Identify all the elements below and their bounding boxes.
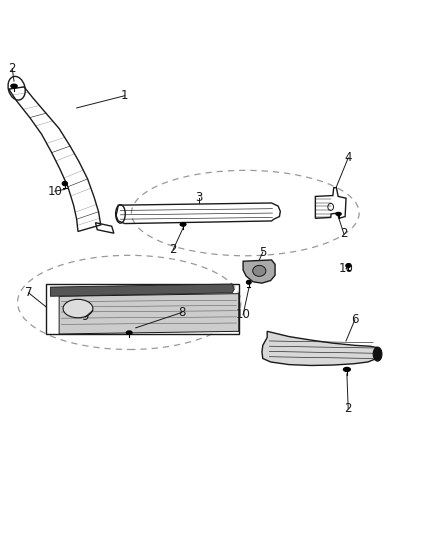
Text: 3: 3 <box>196 191 203 204</box>
Text: 2: 2 <box>8 62 16 75</box>
Text: 8: 8 <box>178 306 185 319</box>
Text: 2: 2 <box>169 244 177 256</box>
Text: 7: 7 <box>25 286 32 300</box>
Text: 10: 10 <box>236 308 251 321</box>
Text: 1: 1 <box>121 89 129 102</box>
Text: 4: 4 <box>344 151 352 164</box>
Ellipse shape <box>346 264 350 268</box>
Ellipse shape <box>180 223 186 226</box>
Text: 9: 9 <box>81 310 89 324</box>
Ellipse shape <box>343 367 350 372</box>
Polygon shape <box>243 260 275 283</box>
Text: 2: 2 <box>344 402 352 415</box>
Polygon shape <box>262 332 378 366</box>
Ellipse shape <box>62 181 67 185</box>
Polygon shape <box>50 284 234 296</box>
Text: 5: 5 <box>259 246 266 259</box>
Ellipse shape <box>336 213 341 215</box>
Ellipse shape <box>11 84 17 88</box>
Ellipse shape <box>373 347 382 361</box>
Bar <box>46 284 239 334</box>
Ellipse shape <box>63 300 93 318</box>
Polygon shape <box>59 294 239 334</box>
Ellipse shape <box>253 265 266 276</box>
Text: 10: 10 <box>339 262 353 275</box>
Text: 2: 2 <box>340 227 348 240</box>
Text: 6: 6 <box>351 313 359 326</box>
Text: 10: 10 <box>47 184 62 198</box>
Ellipse shape <box>126 331 132 334</box>
Ellipse shape <box>246 280 251 284</box>
